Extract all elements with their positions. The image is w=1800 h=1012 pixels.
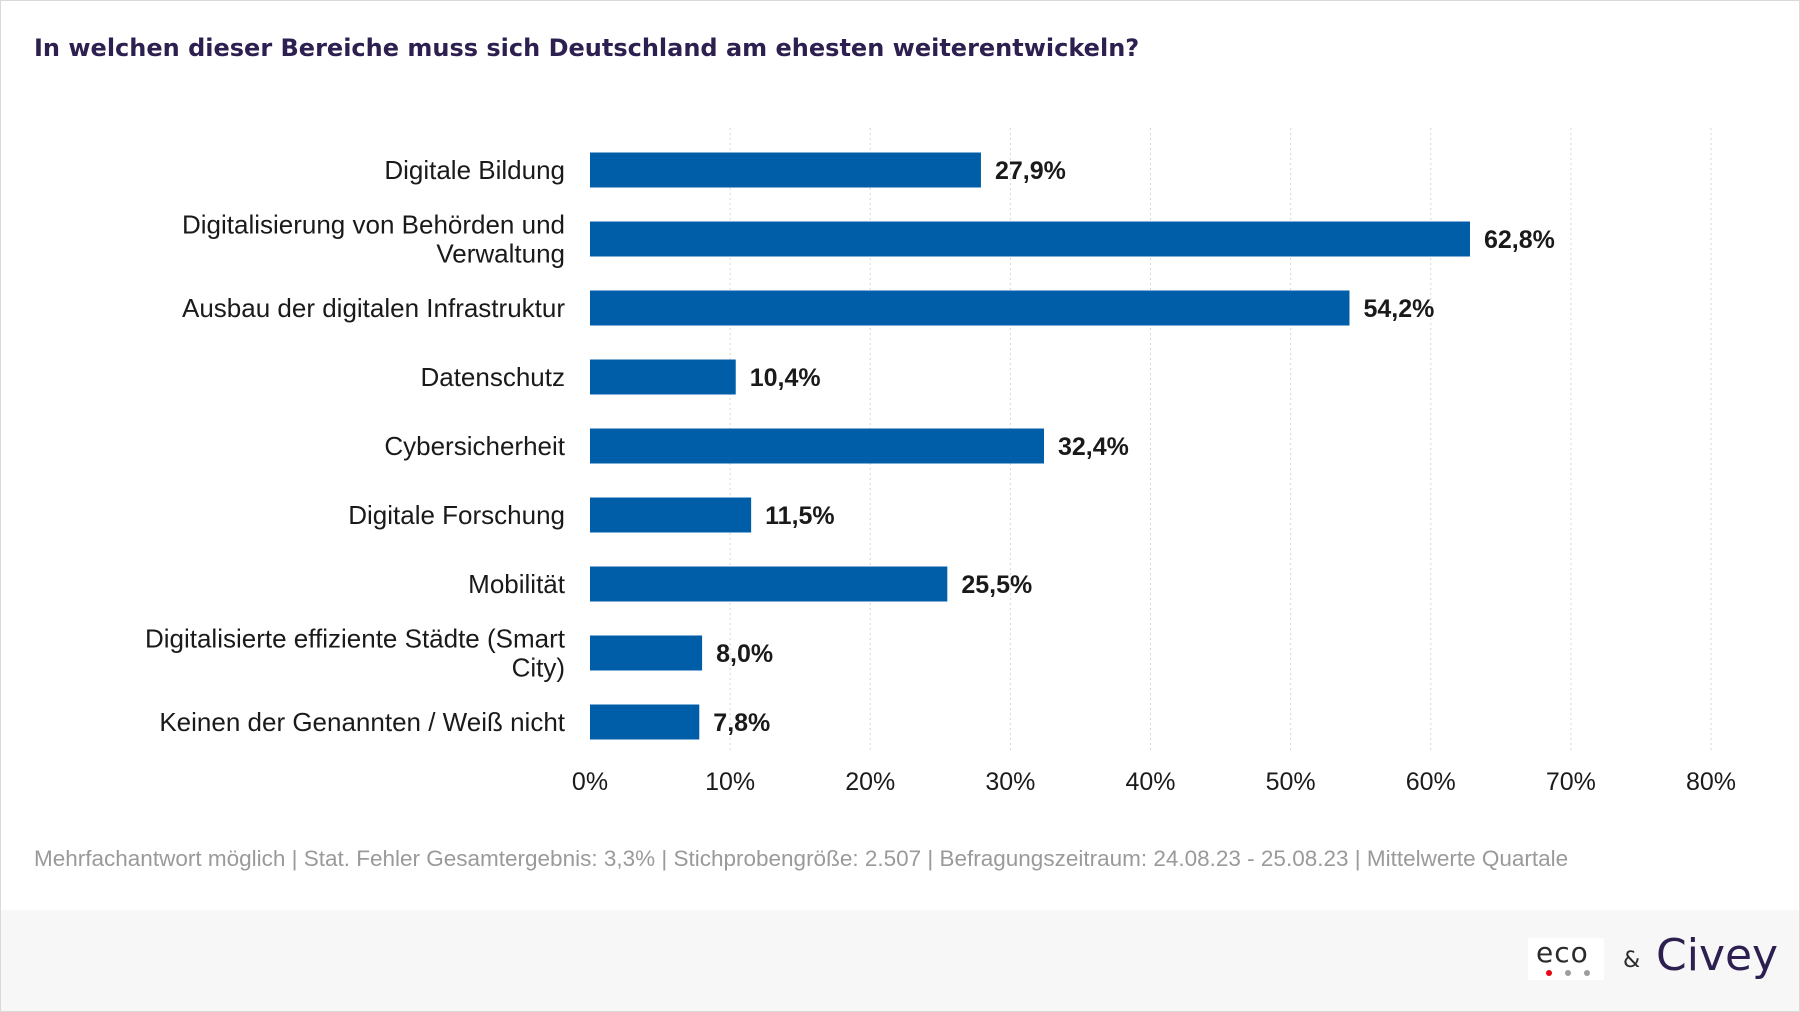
x-tick-label: 20%: [845, 768, 895, 796]
bar: [590, 359, 736, 395]
category-label: Cybersicherheit: [384, 431, 565, 461]
bar: [590, 704, 700, 740]
category-label: Keinen der Genannten / Weiß nicht: [159, 707, 565, 737]
x-tick-label: 50%: [1266, 768, 1316, 796]
footer-bar: [1, 910, 1799, 1011]
category-labels: Digitale Bildung Digitalisierung von Behö…: [145, 155, 566, 737]
category-label: Datenschutz: [420, 362, 565, 392]
category-label: Digitale Bildung: [384, 155, 565, 185]
eco-logo: eco: [1528, 936, 1604, 980]
bar-chart: Digitale Bildung Digitalisierung von Behö…: [145, 128, 1736, 796]
bar: [590, 152, 981, 188]
civey-logo: Civey: [1656, 930, 1779, 981]
x-tick-label: 80%: [1686, 768, 1736, 796]
bar: [590, 290, 1350, 326]
value-label: 27,9%: [995, 157, 1066, 185]
category-label: Digitalisierte effiziente Städte (Smart C…: [145, 624, 566, 683]
x-axis-ticks: 0% 10% 20% 30% 40% 50% 60% 70% 80%: [572, 768, 1736, 796]
x-tick-label: 10%: [705, 768, 755, 796]
category-label: Digitalisierung von Behörden und Verwaltu…: [182, 210, 565, 269]
value-label: 25,5%: [961, 571, 1032, 599]
x-tick-label: 30%: [985, 768, 1035, 796]
bars: [590, 152, 1470, 740]
x-tick-label: 0%: [572, 768, 608, 796]
x-tick-label: 60%: [1406, 768, 1456, 796]
bar: [590, 566, 948, 602]
category-label: Digitale Forschung: [348, 500, 565, 530]
logo-ampersand: &: [1623, 948, 1641, 973]
chart-title: In welchen dieser Bereiche muss sich Deu…: [34, 34, 1140, 62]
eco-logo-dot-grey: [1565, 970, 1571, 976]
category-label: Mobilität: [468, 569, 566, 599]
value-label: 32,4%: [1058, 433, 1129, 461]
category-label: Ausbau der digitalen Infrastruktur: [182, 293, 565, 323]
eco-logo-text: eco: [1536, 936, 1589, 969]
value-label: 62,8%: [1484, 226, 1555, 254]
bar: [590, 221, 1470, 257]
x-tick-label: 40%: [1125, 768, 1175, 796]
eco-logo-dot-red: [1546, 970, 1552, 976]
value-label: 10,4%: [750, 364, 821, 392]
value-label: 54,2%: [1363, 295, 1434, 323]
bar: [590, 497, 752, 533]
eco-logo-dot-grey: [1584, 970, 1590, 976]
bar: [590, 635, 703, 671]
value-label: 8,0%: [716, 640, 773, 668]
value-label: 11,5%: [765, 502, 835, 530]
footnote: Mehrfachantwort möglich | Stat. Fehler G…: [34, 846, 1569, 871]
bar: [590, 428, 1045, 464]
value-label: 7,8%: [713, 709, 770, 737]
value-labels: 27,9% 62,8% 54,2% 10,4% 32,4% 11,5% 25,5% 8,0% 7…: [713, 157, 1555, 737]
x-tick-label: 70%: [1546, 768, 1596, 796]
